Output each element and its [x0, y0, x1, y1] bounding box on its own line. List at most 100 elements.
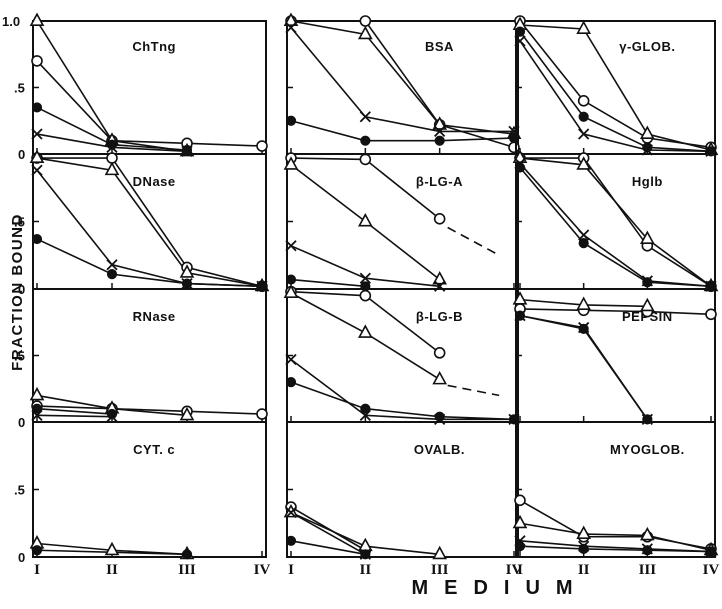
- open-triangle-marker: [29, 386, 45, 401]
- panel-frame: [286, 421, 519, 558]
- open-triangle-marker: [283, 12, 299, 26]
- open-triangle-marker: [357, 324, 373, 338]
- panel-lg-b: β-LG-B: [283, 284, 520, 425]
- panel-ovalb: OVALB.: [283, 421, 519, 560]
- cross-marker: [578, 229, 590, 241]
- dashed-extension-line: [447, 384, 500, 397]
- series-line-cross: [290, 511, 366, 555]
- panel-dnase: DNase: [29, 149, 270, 293]
- x-tick-label: I: [288, 562, 294, 578]
- open-triangle-marker: [576, 525, 592, 540]
- open-triangle-marker: [512, 514, 528, 529]
- filled-circle-marker: [434, 411, 445, 422]
- panel-bsa: BSA: [283, 12, 522, 155]
- filled-circle-marker: [642, 142, 653, 153]
- x-tick-label: I: [517, 562, 523, 578]
- filled-circle-marker: [285, 274, 297, 285]
- panel-frame: [286, 153, 519, 290]
- open-triangle-marker: [29, 149, 45, 164]
- y-tick-label: 1.0: [2, 14, 20, 29]
- open-circle-marker: [508, 141, 520, 154]
- panel-lg-a: β-LG-A: [283, 152, 519, 292]
- panel-frame: [286, 20, 519, 155]
- dashed-extension-line: [447, 226, 500, 256]
- open-circle-marker: [106, 152, 118, 164]
- panel-label: Hglb: [632, 174, 663, 189]
- filled-circle-marker: [106, 408, 118, 420]
- series-line-cross: [290, 27, 514, 133]
- x-tick-label: II: [106, 562, 118, 578]
- filled-circle-marker: [31, 102, 43, 113]
- open-triangle-marker: [179, 406, 195, 421]
- series-line-open-circle: [36, 60, 263, 147]
- y-tick-label: 0: [18, 282, 25, 297]
- filled-circle-marker: [578, 238, 589, 249]
- open-triangle-marker: [576, 296, 592, 310]
- series-line-open-triangle: [36, 157, 263, 288]
- panel-label: BSA: [425, 39, 454, 54]
- y-tick-label: .5: [14, 215, 25, 230]
- open-circle-marker: [433, 347, 446, 359]
- series-line-open-circle: [36, 405, 263, 415]
- open-triangle-marker: [283, 503, 299, 518]
- cross-marker: [359, 272, 371, 284]
- filled-circle-marker: [514, 26, 526, 37]
- panel-pepsin: PEPSIN: [512, 288, 717, 425]
- open-triangle-marker: [283, 156, 299, 170]
- filled-circle-marker: [360, 135, 371, 146]
- series-line-cross: [519, 40, 712, 153]
- series-line-filled-circle: [519, 545, 712, 553]
- cross-marker: [285, 240, 297, 252]
- open-circle-marker: [514, 494, 526, 507]
- cross-marker: [285, 353, 297, 366]
- panel-label: ChTng: [132, 39, 176, 54]
- y-tick-label: .5: [14, 349, 25, 364]
- series-line-filled-circle: [36, 407, 113, 415]
- panel-label: CYT. c: [133, 442, 175, 457]
- open-triangle-marker: [283, 284, 299, 298]
- y-axis-title: FRACTION BOUND: [9, 213, 26, 371]
- series-line-open-circle: [519, 499, 712, 550]
- series-line-filled-circle: [290, 381, 515, 421]
- open-triangle-marker: [639, 297, 655, 312]
- filled-circle-marker: [360, 549, 371, 560]
- series-line-cross: [290, 358, 514, 421]
- filled-circle-marker: [31, 403, 43, 414]
- series-line-filled-circle: [290, 278, 366, 288]
- filled-circle-marker: [31, 545, 43, 556]
- filled-circle-marker: [285, 535, 297, 546]
- panel-myoglob: MYOGLOB.: [512, 421, 719, 558]
- cross-marker: [578, 128, 590, 140]
- cross-marker: [31, 128, 43, 140]
- open-triangle-marker: [512, 291, 528, 305]
- panel-label: β-LG-A: [416, 174, 463, 189]
- open-triangle-marker: [29, 12, 45, 26]
- series-line-open-circle: [291, 20, 515, 149]
- cross-marker: [514, 35, 526, 47]
- filled-circle-marker: [705, 546, 717, 557]
- open-circle-marker: [256, 140, 268, 152]
- panel-label: β-LG-B: [416, 309, 463, 324]
- panel-cyt-c: CYT. c: [29, 421, 267, 560]
- cross-marker: [359, 111, 371, 123]
- open-triangle-marker: [357, 213, 373, 227]
- open-triangle-marker: [357, 25, 373, 40]
- x-tick-label: IV: [254, 562, 271, 578]
- x-tick-label: IV: [703, 562, 720, 578]
- series-line-open-circle: [519, 308, 712, 316]
- series-line-cross: [36, 414, 113, 418]
- series-line-cross: [290, 245, 440, 288]
- open-triangle-marker: [639, 526, 655, 541]
- panel-frame: [515, 153, 716, 290]
- cross-marker: [285, 22, 297, 34]
- panel-label: γ-GLOB.: [619, 39, 675, 54]
- series-line-open-triangle: [519, 522, 712, 552]
- open-circle-marker: [359, 153, 372, 166]
- x-tick-label: II: [359, 562, 371, 578]
- x-tick-label: III: [431, 562, 449, 578]
- cross-marker: [106, 259, 118, 271]
- filled-circle-marker: [514, 310, 526, 321]
- panel-label: OVALB.: [414, 442, 465, 457]
- x-axis-title: MEDIUM: [411, 577, 588, 599]
